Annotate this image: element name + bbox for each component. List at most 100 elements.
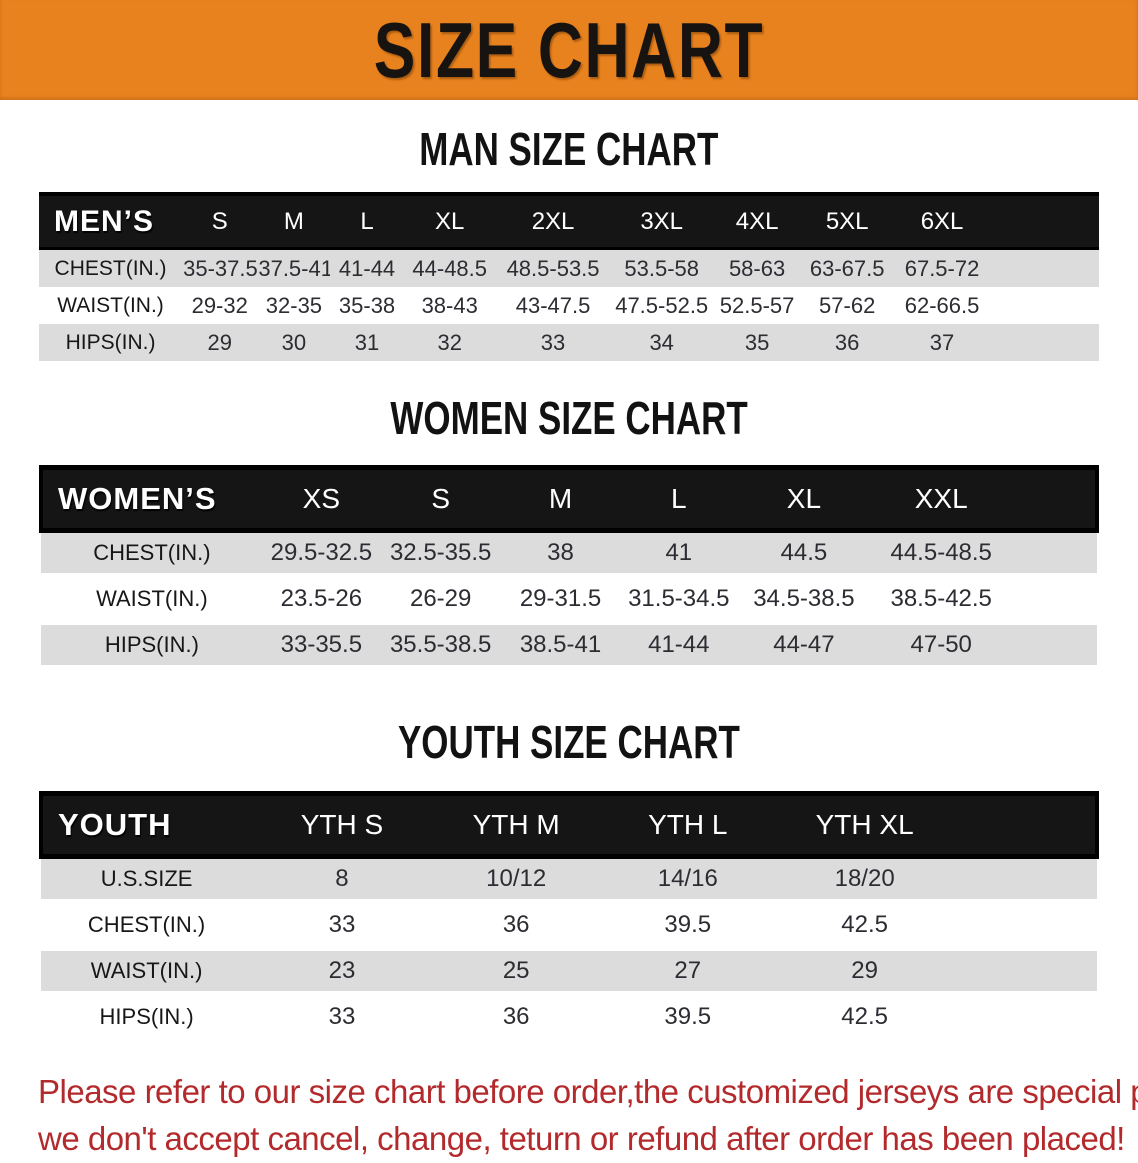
row-filler [954, 902, 1097, 951]
youth-header-row: YOUTH YTH S YTH M YTH L YTH XL [38, 791, 1099, 859]
table-cell: 10/12 [431, 854, 601, 905]
banner: SIZE CHART [0, 0, 1138, 100]
table-cell: 29.5-32.5 [262, 528, 380, 579]
table-cell: 35 [713, 324, 802, 361]
men-section-heading-text: MAN SIZE CHART [419, 123, 719, 175]
men-header-row: MEN’S S M L XL 2XL 3XL 4XL 5XL 6XL [39, 192, 1099, 250]
youth-column-header: YTH XL [774, 791, 955, 859]
table-cell: 31 [330, 324, 404, 361]
men-column-header: 3XL [610, 192, 714, 250]
table-cell: 35-37.5 [182, 248, 258, 287]
table-cell: 42.5 [774, 994, 955, 1043]
table-cell: 67.5-72 [893, 248, 991, 287]
table-cell: 37 [893, 324, 991, 361]
row-filler [990, 324, 1099, 361]
youth-column-header: YTH M [431, 791, 601, 859]
men-column-header: 6XL [893, 192, 991, 250]
women-row-chest: CHEST(IN.) 29.5-32.5 32.5-35.5 38 41 44.… [41, 528, 1097, 579]
table-cell: 43-47.5 [495, 287, 611, 324]
men-header-filler [990, 192, 1099, 250]
row-label: WAIST(IN.) [39, 287, 183, 324]
men-row-chest: CHEST(IN.) 35-37.5 37.5-41 41-44 44-48.5… [39, 248, 1099, 287]
table-cell: 58-63 [713, 248, 802, 287]
table-cell: 31.5-34.5 [619, 576, 738, 625]
row-label: U.S.SIZE [41, 854, 253, 905]
youth-header-label: YOUTH [38, 791, 253, 859]
row-filler [1012, 622, 1097, 671]
men-column-header: XL [403, 192, 496, 250]
men-column-header: 4XL [713, 192, 802, 250]
youth-row-hips: HIPS(IN.) 33 36 39.5 42.5 [41, 994, 1097, 1043]
table-cell: 53.5-58 [610, 248, 714, 287]
table-cell: 38.5-42.5 [869, 576, 1013, 625]
table-cell: 42.5 [774, 902, 955, 951]
youth-row-waist: WAIST(IN.) 23 25 27 29 [41, 948, 1097, 997]
table-cell: 23 [252, 948, 432, 997]
men-column-header: S [182, 192, 258, 250]
table-cell: 36 [431, 902, 601, 951]
table-cell: 38-43 [403, 287, 496, 324]
table-cell: 29-31.5 [501, 576, 620, 625]
table-cell: 37.5-41 [257, 248, 331, 287]
table-cell: 41-44 [330, 248, 404, 287]
women-section-heading-text: WOMEN SIZE CHART [390, 392, 748, 444]
women-column-header: S [379, 465, 502, 533]
table-cell: 29-32 [182, 287, 258, 324]
table-cell: 63-67.5 [801, 248, 894, 287]
table-cell: 29 [182, 324, 258, 361]
table-cell: 44.5-48.5 [869, 528, 1013, 579]
table-cell: 52.5-57 [713, 287, 802, 324]
men-column-header: M [257, 192, 331, 250]
table-cell: 34.5-38.5 [737, 576, 870, 625]
women-column-header: M [501, 465, 620, 533]
table-cell: 44-47 [737, 622, 870, 671]
row-filler [954, 948, 1097, 997]
women-column-header: XXL [869, 465, 1013, 533]
youth-section-heading: YOUTH SIZE CHART [0, 719, 1138, 765]
row-filler [954, 994, 1097, 1043]
table-cell: 33 [495, 324, 611, 361]
table-cell: 36 [801, 324, 894, 361]
women-size-table: WOMEN’S XS S M L XL XXL CHEST(IN.) 29.5-… [39, 465, 1099, 671]
footer-note: Please refer to our size chart before or… [38, 1069, 1138, 1163]
table-cell: 33 [252, 994, 432, 1043]
table-cell: 33 [252, 902, 432, 951]
table-cell: 48.5-53.5 [495, 248, 611, 287]
table-cell: 34 [610, 324, 714, 361]
row-filler [990, 248, 1099, 287]
row-label: WAIST(IN.) [41, 948, 253, 997]
table-cell: 38 [501, 528, 620, 579]
table-cell: 32-35 [257, 287, 331, 324]
table-cell: 47.5-52.5 [610, 287, 714, 324]
table-cell: 44.5 [737, 528, 870, 579]
table-cell: 29 [774, 948, 955, 997]
table-cell: 35.5-38.5 [379, 622, 502, 671]
row-label: CHEST(IN.) [41, 902, 253, 951]
men-column-header: 2XL [495, 192, 611, 250]
row-filler [954, 854, 1097, 905]
women-column-header: L [619, 465, 738, 533]
women-column-header: XS [262, 465, 380, 533]
row-label: HIPS(IN.) [41, 994, 253, 1043]
table-cell: 36 [431, 994, 601, 1043]
women-header-label: WOMEN’S [39, 465, 263, 533]
banner-title: SIZE CHART [373, 5, 765, 94]
men-column-header: L [330, 192, 404, 250]
table-cell: 44-48.5 [403, 248, 496, 287]
table-cell: 25 [431, 948, 601, 997]
men-row-hips: HIPS(IN.) 29 30 31 32 33 34 35 36 37 [39, 324, 1099, 361]
table-cell: 39.5 [600, 902, 775, 951]
footer-note-line2: we don't accept cancel, change, teturn o… [38, 1119, 1125, 1157]
table-cell: 33-35.5 [262, 622, 380, 671]
table-cell: 47-50 [869, 622, 1013, 671]
table-cell: 62-66.5 [893, 287, 991, 324]
women-header-filler [1012, 465, 1099, 533]
women-row-hips: HIPS(IN.) 33-35.5 35.5-38.5 38.5-41 41-4… [41, 622, 1097, 671]
table-cell: 8 [252, 854, 432, 905]
youth-size-table: YOUTH YTH S YTH M YTH L YTH XL U.S.SIZE … [38, 791, 1099, 1043]
men-header-label: MEN’S [39, 192, 183, 250]
men-column-header: 5XL [801, 192, 894, 250]
table-cell: 41 [619, 528, 738, 579]
table-cell: 14/16 [600, 854, 775, 905]
men-size-table: MEN’S S M L XL 2XL 3XL 4XL 5XL 6XL CHEST… [39, 192, 1099, 361]
